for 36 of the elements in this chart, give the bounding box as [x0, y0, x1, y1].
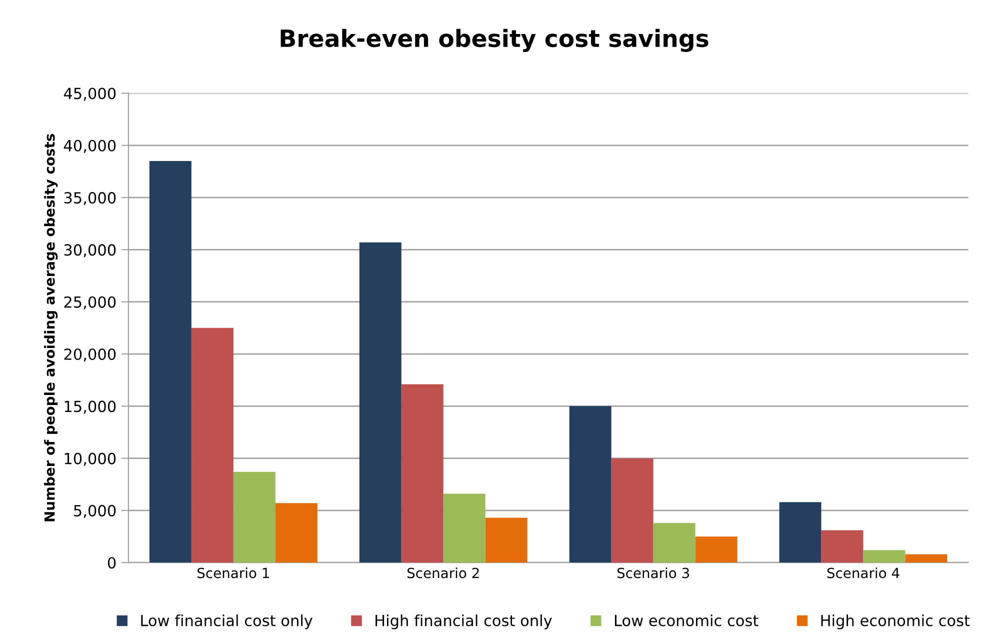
bar	[233, 472, 276, 563]
bar	[611, 458, 654, 563]
bar	[359, 242, 402, 563]
y-tick-label: 5,000	[74, 504, 116, 518]
bar	[569, 406, 612, 563]
y-tick-label: 15,000	[64, 400, 116, 414]
bar	[443, 494, 486, 563]
bar	[485, 518, 528, 563]
chart-title: Break-even obesity cost savings	[280, 28, 708, 52]
legend-label: Low financial cost only	[141, 614, 313, 630]
x-tick-label: Scenario 2	[407, 567, 479, 578]
bar	[275, 503, 318, 563]
y-tick-label: 40,000	[64, 140, 116, 153]
bar	[695, 536, 738, 563]
y-tick-label: 30,000	[64, 244, 116, 258]
y-tick-label: 45,000	[64, 88, 116, 101]
bar	[863, 550, 906, 563]
y-tick-label: 35,000	[64, 192, 116, 206]
y-tick-label: 25,000	[64, 296, 116, 310]
legend-label: High economic cost	[821, 614, 970, 630]
legend-label: Low economic cost	[614, 614, 758, 626]
y-axis-title: Number of people avoiding average obesity costs	[44, 134, 58, 522]
x-tick-label: Scenario 4	[827, 567, 900, 578]
bar	[905, 554, 948, 563]
bar	[401, 384, 444, 563]
y-tick-label: 20,000	[64, 348, 116, 362]
y-tick-label: 0	[108, 557, 116, 569]
x-tick-label: Scenario 1	[198, 567, 269, 578]
bar	[779, 502, 822, 563]
bar	[191, 328, 234, 563]
bar	[821, 530, 864, 563]
x-tick-label: Scenario 3	[617, 567, 690, 578]
y-tick-label: 10,000	[64, 452, 116, 466]
bar	[653, 522, 696, 563]
legend-label: High financial cost only	[376, 614, 552, 630]
bar	[149, 161, 192, 563]
